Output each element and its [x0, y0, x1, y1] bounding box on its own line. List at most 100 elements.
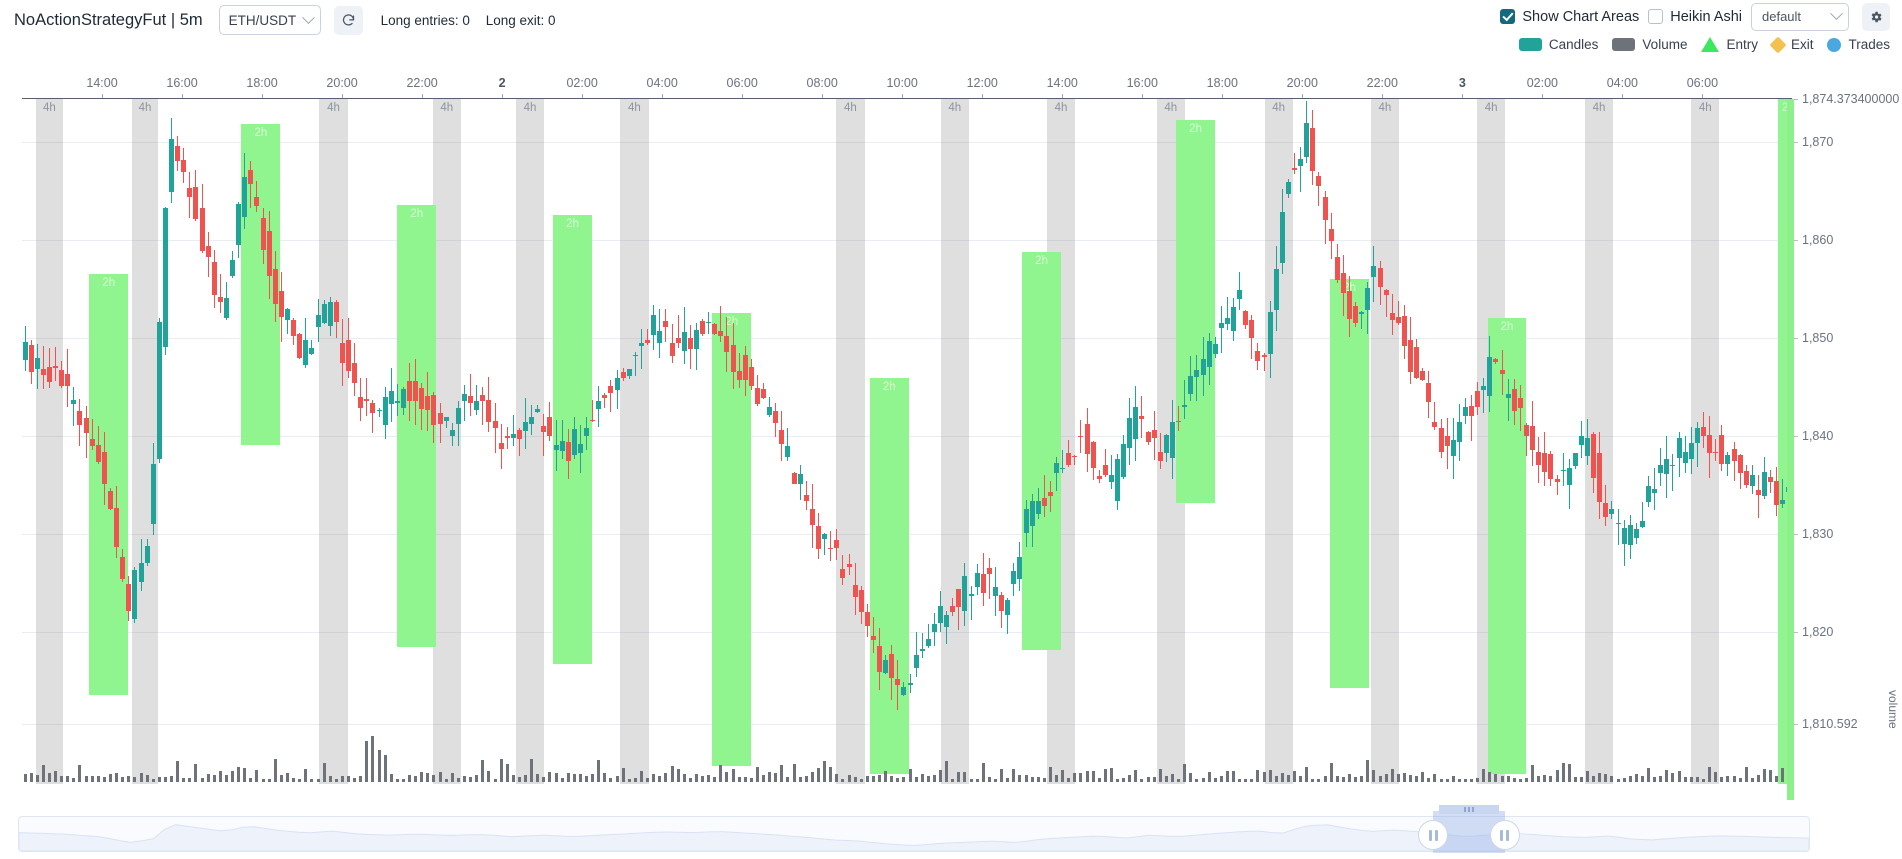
candle-body	[187, 188, 193, 198]
show-chart-areas-checkbox[interactable]: Show Chart Areas	[1500, 9, 1639, 25]
legend-item-volume[interactable]: Volume	[1612, 37, 1687, 52]
candle-body	[1200, 359, 1206, 375]
pair-select-value: ETH/USDT	[228, 12, 297, 28]
y-axis-tick-label: 1,830	[1802, 526, 1834, 541]
candle-body	[1127, 418, 1133, 449]
pair-select[interactable]: ETH/USDT	[218, 5, 321, 35]
volume-bar	[511, 774, 515, 782]
volume-bar	[1256, 769, 1260, 782]
x-axis-tick-mark	[1222, 94, 1224, 99]
candle-body	[626, 368, 632, 376]
x-axis-tick-label: 18:00	[246, 76, 278, 90]
candle-wick	[604, 392, 606, 408]
candle-wick	[830, 531, 832, 562]
volume-bar	[609, 777, 613, 782]
volume-bar	[1390, 768, 1394, 782]
candle-wick	[1300, 147, 1302, 192]
volume-bar	[755, 766, 759, 782]
volume-bar	[871, 775, 875, 782]
volume-bar	[817, 768, 820, 782]
candle-body	[1481, 386, 1487, 391]
volume-bar	[157, 776, 161, 782]
last-price-marker	[1787, 99, 1794, 800]
chart-options-row: Show Chart Areas Heikin Ashi default	[1500, 0, 1890, 33]
candle-body	[1267, 311, 1273, 354]
theme-select[interactable]: default	[1751, 2, 1849, 31]
candle-body	[510, 434, 516, 438]
candle-body	[382, 397, 388, 425]
volume-bar	[1665, 770, 1669, 782]
volume-bar	[463, 776, 466, 782]
y-axis-tick-mark	[1792, 533, 1798, 535]
candle-body	[217, 297, 223, 303]
band-label: 4h	[1054, 102, 1068, 114]
candle-body	[1322, 196, 1328, 221]
heikin-ashi-checkbox[interactable]: Heikin Ashi	[1648, 9, 1742, 25]
volume-bar	[1036, 777, 1040, 782]
candle-body	[834, 540, 840, 549]
candle-body	[883, 660, 889, 674]
candle-body	[480, 395, 486, 401]
volume-bar	[1280, 773, 1284, 782]
checkbox-box-checked[interactable]	[1500, 9, 1516, 24]
brush-overview[interactable]	[19, 817, 1809, 851]
legend-label-trades: Trades	[1848, 37, 1890, 52]
volume-bar	[1586, 771, 1590, 782]
candle-body	[1609, 509, 1615, 515]
candle-body	[95, 444, 101, 462]
volume-bar	[1689, 777, 1693, 782]
band-label: 4h	[138, 102, 152, 114]
volume-bar	[1476, 778, 1480, 782]
refresh-button[interactable]	[333, 5, 363, 35]
candle-body	[663, 320, 669, 327]
checkbox-box-unchecked[interactable]	[1648, 9, 1664, 24]
candle-body	[1603, 502, 1609, 517]
plot-area[interactable]: 4h 4h 4h 4h 4h 4h 4h 4h 4h 4h 4h 4h 4h 4h 4h 2h 2h 2h 2h 2h…	[22, 99, 1792, 784]
brush-grip-icon[interactable]	[1438, 805, 1499, 814]
candle-body	[1047, 491, 1053, 497]
volume-bar	[1421, 771, 1425, 782]
volume-bar	[1085, 770, 1089, 782]
range-brush[interactable]	[18, 805, 1810, 853]
volume-bar	[969, 778, 973, 782]
volume-bar	[1097, 778, 1101, 782]
brush-handle-left[interactable]	[1418, 820, 1449, 850]
volume-bar	[737, 776, 741, 782]
candle-body	[852, 584, 858, 598]
chart-area-band-gray: 4h	[131, 99, 159, 784]
candle-wick	[1110, 454, 1112, 489]
legend-item-entry[interactable]: Entry	[1701, 37, 1758, 52]
candle-body	[169, 138, 175, 193]
candle-body	[1548, 453, 1554, 479]
volume-bar	[1201, 777, 1205, 782]
brush-handle-right[interactable]	[1489, 820, 1520, 850]
candle-body	[1615, 522, 1621, 524]
settings-button[interactable]	[1862, 2, 1890, 31]
volume-bar	[829, 767, 833, 782]
volume-bar	[1091, 771, 1095, 782]
legend-item-candles[interactable]: Candles	[1518, 37, 1598, 52]
candle-wick	[921, 632, 923, 659]
candle-body	[687, 338, 693, 349]
candle-wick	[1556, 475, 1558, 495]
candle-body	[211, 261, 217, 295]
volume-bar	[145, 775, 149, 782]
volume-bar	[1567, 764, 1571, 782]
legend-item-exit[interactable]: Exit	[1769, 36, 1813, 53]
volume-bar	[1348, 774, 1351, 782]
candle-wick	[1226, 297, 1228, 330]
candle-wick	[1062, 449, 1064, 474]
volume-bar	[243, 767, 247, 782]
candle-wick	[561, 420, 563, 459]
candle-body	[754, 388, 760, 405]
candlestick-chart[interactable]: 14:00 16:00 18:00 20:00 22:00 2 02:00 04:00 06:0…	[0, 76, 1902, 800]
volume-bar	[939, 769, 943, 782]
volume-bar	[1647, 767, 1651, 782]
candle-wick	[738, 352, 740, 388]
candle-body	[645, 339, 651, 344]
volume-bar	[932, 774, 936, 782]
legend-item-trades[interactable]: Trades	[1827, 37, 1890, 52]
candle-body	[1188, 376, 1194, 394]
candle-wick	[1507, 379, 1509, 421]
candle-body	[1456, 421, 1462, 442]
